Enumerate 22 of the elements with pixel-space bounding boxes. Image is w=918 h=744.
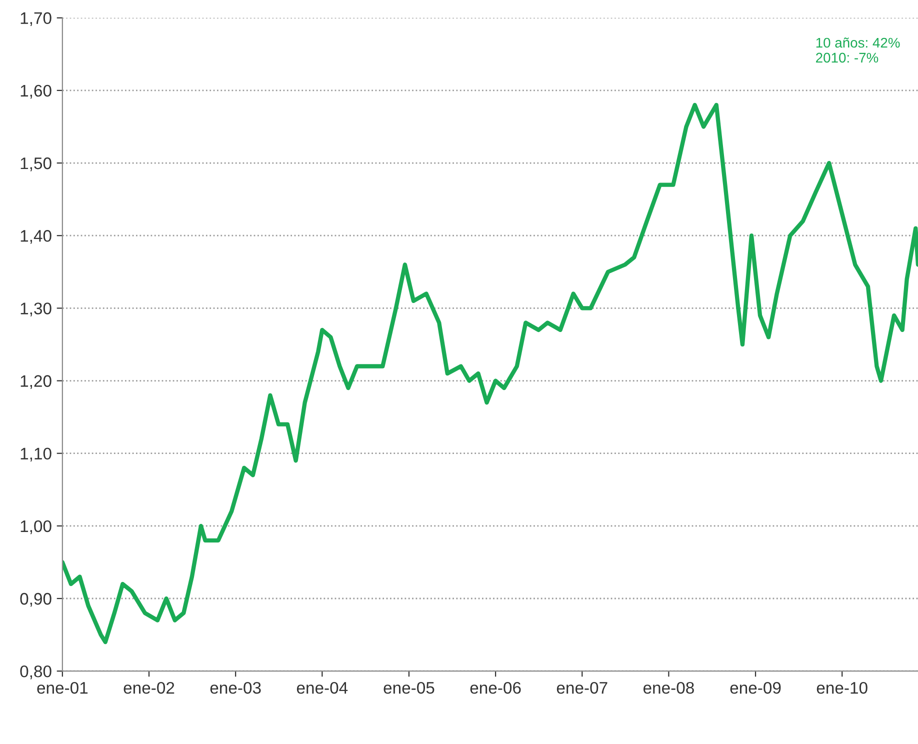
- y-tick-label: 1,70: [20, 12, 52, 26]
- y-tick-label: 1,60: [20, 84, 52, 99]
- x-tick-label: ene-02: [124, 682, 174, 694]
- x-tick-label: ene-09: [730, 682, 781, 694]
- x-tick-label: ene-10: [816, 682, 868, 694]
- x-tick-label: ene-06: [470, 682, 521, 694]
- y-tick-label: 0,80: [20, 665, 52, 680]
- x-tick-label: ene-05: [384, 682, 434, 694]
- x-tick-label: ene-04: [296, 682, 348, 694]
- y-tick-label: 1,40: [20, 230, 52, 244]
- x-tick-label: ene-03: [210, 682, 261, 694]
- y-tick-label: 1,20: [20, 375, 52, 389]
- y-tick-label: 1,50: [20, 157, 52, 172]
- y-tick-label: 1,10: [20, 448, 52, 462]
- y-tick-label: 1,00: [20, 520, 52, 534]
- y-tick-label: 1,30: [20, 302, 52, 316]
- annotation: 10 años: 42% 2010: -7%: [816, 38, 900, 63]
- x-tick-label: ene-07: [556, 682, 608, 694]
- y-tick-label: 0,90: [20, 592, 52, 607]
- x-tick-label: ene-01: [37, 682, 88, 694]
- line-series: [62, 102, 918, 644]
- x-tick-label: ene-08: [643, 682, 694, 694]
